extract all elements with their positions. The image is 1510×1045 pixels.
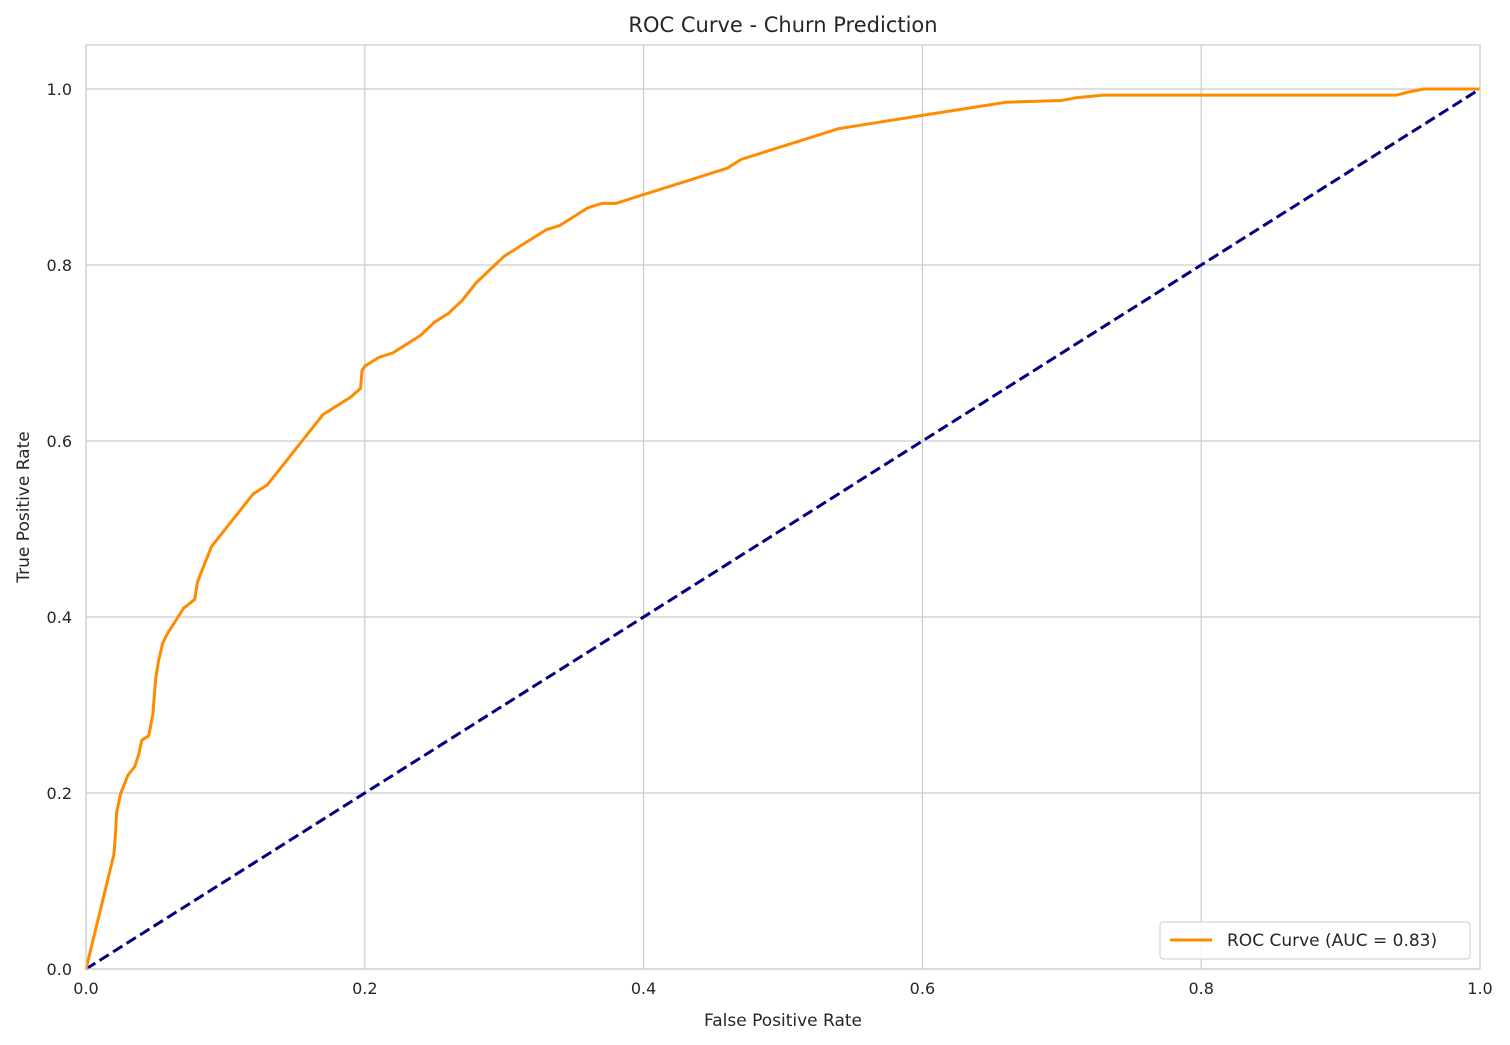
y-tick-label: 0.2 xyxy=(47,784,72,803)
x-tick-label: 1.0 xyxy=(1467,979,1492,998)
tick-labels: 0.0 0.2 0.4 0.6 0.8 1.0 0.0 0.2 0.4 0.6 0.8 1.0 xyxy=(47,80,1493,998)
y-tick-label: 0.0 xyxy=(47,960,72,979)
roc-curve-line xyxy=(84,87,1480,970)
x-tick-label: 0.2 xyxy=(352,979,377,998)
grid-lines xyxy=(85,45,1481,970)
diagonal-reference-line xyxy=(85,87,1481,971)
y-tick-label: 0.6 xyxy=(47,432,72,451)
x-tick-label: 0.0 xyxy=(73,979,98,998)
y-tick-label: 0.8 xyxy=(47,256,72,275)
x-tick-label: 0.6 xyxy=(910,979,935,998)
x-tick-label: 0.4 xyxy=(631,979,656,998)
chart-title: ROC Curve - Churn Prediction xyxy=(628,13,937,37)
legend-box xyxy=(1159,921,1471,960)
legend: ROC Curve (AUC = 0.83) xyxy=(1159,921,1471,960)
y-tick-label: 1.0 xyxy=(47,80,72,99)
y-axis-label: True Positive Rate xyxy=(14,431,34,583)
x-axis-label: False Positive Rate xyxy=(704,1011,862,1031)
legend-label-roc: ROC Curve (AUC = 0.83) xyxy=(1227,931,1437,951)
y-tick-label: 0.4 xyxy=(47,608,72,627)
series-layer xyxy=(84,87,1481,971)
x-tick-label: 0.8 xyxy=(1188,979,1213,998)
plot-frame xyxy=(85,44,1481,970)
